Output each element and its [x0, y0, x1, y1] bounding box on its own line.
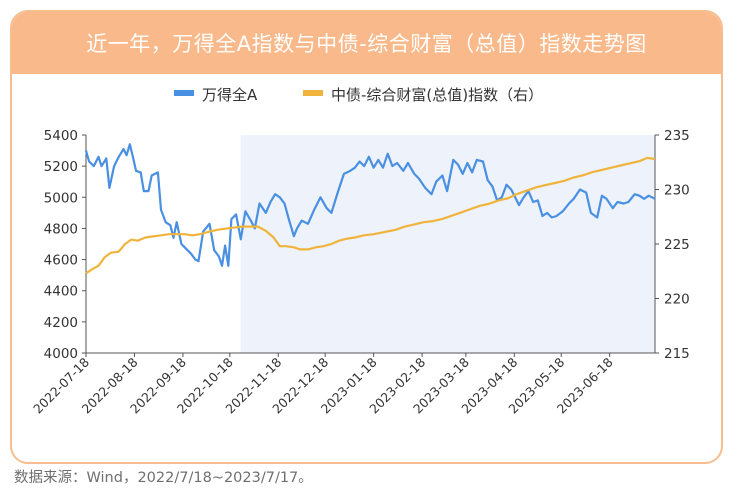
legend-label: 中债-综合财富(总值)指数（右） — [331, 86, 543, 104]
shaded-period — [240, 135, 655, 353]
y-left-tick-label: 4400 — [44, 284, 78, 300]
legend-swatch — [174, 90, 194, 96]
y-left-tick-label: 4000 — [44, 346, 78, 362]
chart-title: 近一年，万得全A指数与中债-综合财富（总值）指数走势图 — [12, 12, 721, 74]
y-right-tick-label: 230 — [664, 183, 690, 199]
legend-label: 万得全A — [202, 86, 258, 104]
y-right-tick-label: 220 — [664, 292, 690, 308]
y-right-tick-label: 215 — [664, 346, 690, 362]
y-left-tick-label: 5200 — [44, 159, 78, 175]
y-left-tick-label: 5400 — [44, 128, 78, 144]
y-left-tick-label: 4800 — [44, 221, 78, 237]
y-left-tick-label: 4600 — [44, 253, 78, 269]
legend-swatch — [303, 90, 323, 96]
y-right-tick-label: 235 — [664, 128, 690, 144]
data-source-note: 数据来源：Wind，2022/7/18~2023/7/17。 — [14, 470, 313, 486]
series-line-wind-all-a — [84, 143, 656, 267]
series-line-bond-index — [85, 156, 656, 275]
y-left-tick-label: 4200 — [44, 315, 78, 331]
y-right-tick-label: 225 — [664, 237, 690, 253]
y-left-tick-label: 5000 — [44, 190, 78, 206]
